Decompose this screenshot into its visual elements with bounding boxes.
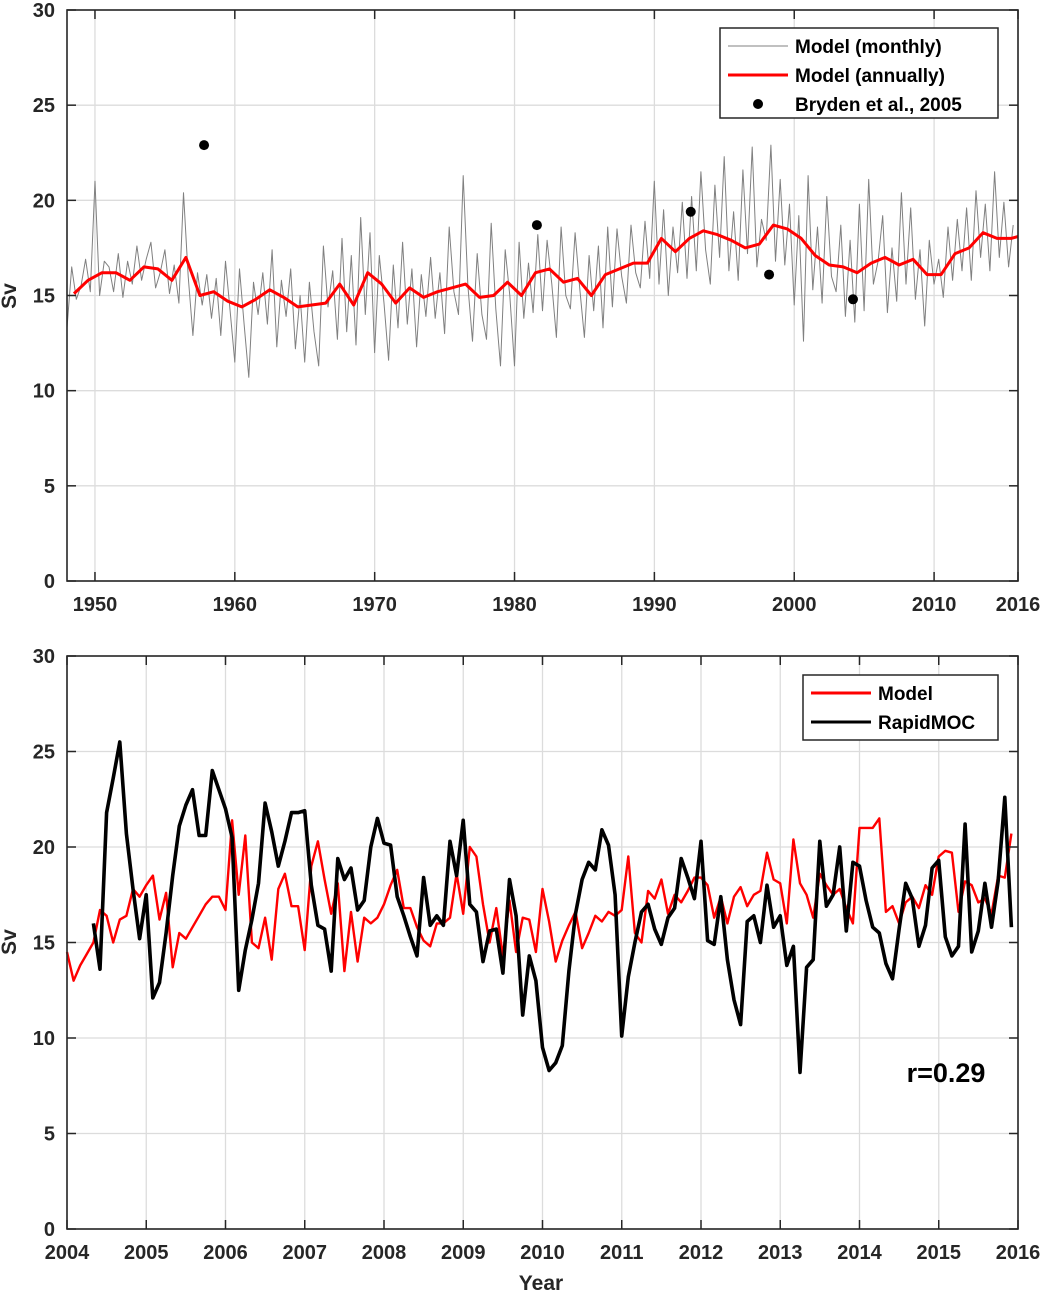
- legend-item: Model: [811, 684, 933, 705]
- top-chart: 1950 1960 1970 1980 1990 2000 2010 2016 0 5 10 15 20…: [0, 0, 1040, 616]
- x-tick-label: 2007: [283, 1242, 328, 1264]
- legend-marker: [753, 99, 763, 109]
- y-tick-label: 30: [33, 646, 55, 668]
- x-axis-label: Year: [519, 1272, 563, 1294]
- legend-label: RapidMOC: [878, 713, 975, 734]
- x-tick-label: 2016: [996, 1242, 1041, 1264]
- legend: Model RapidMOC: [802, 674, 999, 741]
- x-tick-label: 2016: [996, 594, 1041, 616]
- x-tick-label: 2014: [837, 1242, 882, 1264]
- series-line-rapidmoc: [91, 740, 1014, 1075]
- x-tick-label: 1990: [632, 594, 677, 616]
- y-tick-label: 25: [33, 95, 55, 117]
- x-tick-label: 2005: [124, 1242, 169, 1264]
- y-tick-label: 5: [44, 476, 55, 498]
- y-tick-label: 20: [33, 190, 55, 212]
- data-point: [685, 206, 696, 217]
- x-tick-label: 1960: [213, 594, 258, 616]
- legend: Model (monthly) Model (annually) Bryden et…: [719, 27, 999, 119]
- legend-item: RapidMOC: [811, 713, 975, 734]
- x-tick-label: 1970: [352, 594, 397, 616]
- y-axis-label: Sv: [0, 929, 21, 955]
- x-tick-label: 2006: [203, 1242, 248, 1264]
- data-point: [199, 140, 210, 151]
- legend-item: Model (annually): [728, 66, 945, 87]
- x-tick-label: 1950: [73, 594, 118, 616]
- x-tick-label: 2010: [912, 594, 957, 616]
- legend-box: [802, 674, 999, 741]
- legend-label: Model (annually): [795, 66, 945, 87]
- series-line-model-monthly-: [66, 144, 1014, 378]
- legend-label: Bryden et al., 2005: [795, 95, 962, 116]
- legend-box: [719, 27, 999, 119]
- y-tick-label: 10: [33, 381, 55, 403]
- series-line-model-annually-: [72, 223, 1019, 309]
- x-tick-label: 2013: [758, 1242, 803, 1264]
- legend-label: Model: [878, 684, 933, 705]
- x-tick-label: 2000: [772, 594, 817, 616]
- data-point: [531, 220, 542, 231]
- bottom-chart: 2004 2005 2006 2007 2008 2009 2010 2011 2012 2013…: [0, 646, 1040, 1294]
- y-tick-label: 25: [33, 742, 55, 764]
- y-tick-label: 15: [33, 933, 55, 955]
- y-tick-label: 20: [33, 837, 55, 859]
- x-tick-label: 2004: [45, 1242, 90, 1264]
- y-tick-label: 30: [33, 0, 55, 22]
- x-tick-label: 1980: [492, 594, 537, 616]
- y-tick-label: 0: [44, 1219, 55, 1241]
- series-line-model: [65, 817, 1013, 982]
- y-axis-label: Sv: [0, 283, 21, 309]
- x-tick-label: 2010: [520, 1242, 565, 1264]
- y-tick-label: 15: [33, 286, 55, 308]
- legend-label: Model (monthly): [795, 37, 942, 58]
- x-tick-label: 2009: [441, 1242, 486, 1264]
- legend-item: Bryden et al., 2005: [753, 95, 962, 116]
- y-tick-label: 0: [44, 571, 55, 593]
- data-point: [764, 269, 775, 280]
- correlation-annotation: r=0.29: [907, 1058, 986, 1088]
- legend-item: Model (monthly): [728, 37, 942, 58]
- data-point: [847, 294, 858, 305]
- x-tick-label: 2011: [600, 1242, 643, 1264]
- x-tick-label: 2008: [362, 1242, 407, 1264]
- y-tick-label: 5: [44, 1124, 55, 1146]
- y-tick-label: 10: [33, 1028, 55, 1050]
- x-tick-label: 2015: [917, 1242, 962, 1264]
- x-tick-label: 2012: [679, 1242, 724, 1264]
